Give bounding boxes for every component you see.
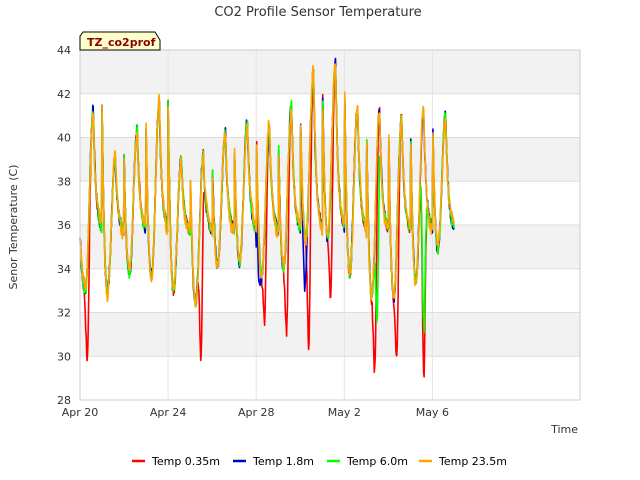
x-axis-label: Time — [550, 423, 578, 436]
x-tick-label: Apr 28 — [238, 406, 275, 419]
legend: Temp 0.35m Temp 1.8m Temp 6.0m Temp 23.5m — [132, 455, 507, 468]
y-tick-label: 32 — [57, 307, 71, 320]
y-tick-label: 34 — [57, 263, 71, 276]
x-tick-label: May 6 — [416, 406, 449, 419]
y-tick-label: 42 — [57, 88, 71, 101]
site-badge: TZ_co2prof — [79, 31, 161, 51]
y-tick-label: 30 — [57, 350, 71, 363]
plot-band — [80, 137, 580, 182]
legend-label: Temp 0.35m — [151, 455, 220, 468]
legend-label: Temp 1.8m — [252, 455, 314, 468]
legend-label: Temp 23.5m — [438, 455, 507, 468]
x-tick-label: Apr 24 — [150, 406, 187, 419]
y-tick-label: 28 — [57, 394, 71, 407]
series-lines — [79, 57, 455, 378]
x-axis-ticks: Apr 20 Apr 24 Apr 28 May 2 May 6 — [62, 406, 449, 419]
plot-band — [80, 312, 580, 357]
x-tick-label: Apr 20 — [62, 406, 99, 419]
site-badge-text: TZ_co2prof — [87, 36, 156, 49]
site-badge-shape — [79, 31, 161, 51]
y-tick-label: 36 — [57, 219, 71, 232]
y-tick-label: 44 — [57, 44, 71, 57]
plot-band — [80, 225, 580, 269]
y-axis-label: Senor Temperature (C) — [7, 165, 20, 290]
y-tick-label: 40 — [57, 132, 71, 145]
series-line — [79, 63, 455, 308]
plot-band — [80, 356, 580, 400]
plot-band — [80, 50, 580, 94]
chart-title: CO2 Profile Sensor Temperature — [214, 5, 421, 20]
x-tick-label: May 2 — [328, 406, 361, 419]
plot-band — [80, 93, 580, 138]
legend-label: Temp 6.0m — [346, 455, 408, 468]
y-tick-label: 38 — [57, 175, 71, 188]
y-axis-ticks: 28 30 32 34 36 38 40 42 44 — [57, 44, 71, 407]
plot-frame — [79, 49, 581, 401]
